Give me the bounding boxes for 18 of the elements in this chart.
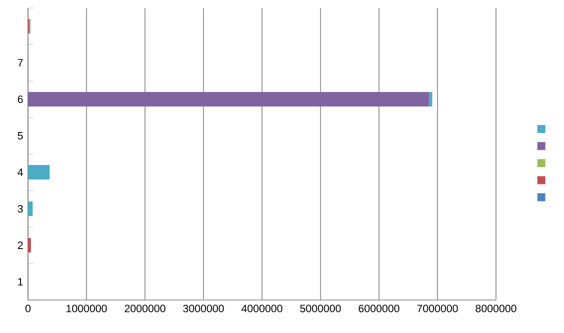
x-tick-label: 6000000 xyxy=(358,304,400,312)
x-tick-label: 7000000 xyxy=(417,304,458,312)
x-tick-label: 3000000 xyxy=(183,304,224,312)
x-tick-label: 8000000 xyxy=(476,304,516,312)
y-tick-label: 7 xyxy=(18,59,23,66)
x-tick-label: 0 xyxy=(25,304,31,312)
bar xyxy=(28,164,50,180)
x-tick-label: 2000000 xyxy=(124,304,166,312)
y-tick-label: 6 xyxy=(18,95,23,104)
x-tick-label: 5000000 xyxy=(300,304,341,312)
x-tick-label: 4000000 xyxy=(241,304,282,312)
bar xyxy=(28,92,430,107)
y-tick-label: 1 xyxy=(18,278,23,286)
y-tick-label: 4 xyxy=(18,168,23,176)
y-tick-label: 2 xyxy=(18,242,23,249)
x-tick-label: 1000000 xyxy=(66,304,107,312)
y-tick-label: 5 xyxy=(18,132,23,140)
y-tick-label: 3 xyxy=(18,204,23,213)
